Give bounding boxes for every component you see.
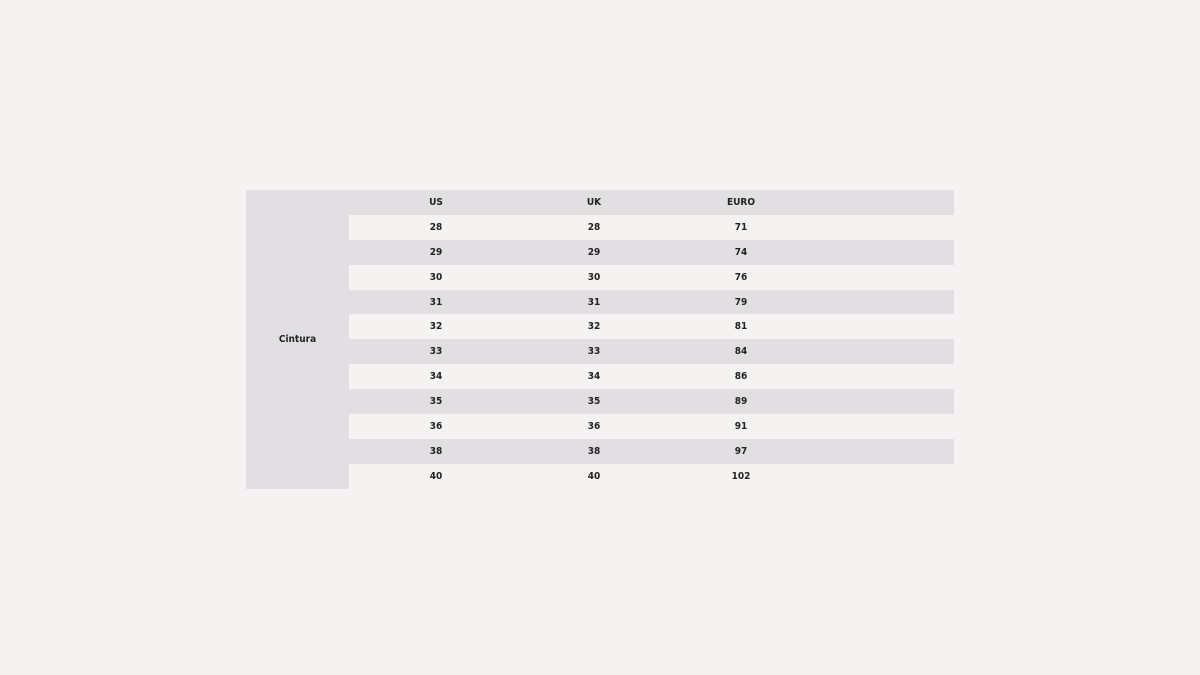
cell-uk: 36 [587,420,601,432]
cell-uk: 33 [587,346,601,358]
cell-uk: 29 [587,246,601,258]
cell-us: 32 [429,321,443,333]
table-row: 35 35 89 [349,389,954,415]
cell-us: 36 [429,420,443,432]
cell-uk: 31 [587,296,601,308]
row-group-label: Cintura [246,190,349,489]
header-row: US UK EURO [349,190,954,215]
table-row: 29 29 74 [349,239,954,265]
cell-euro: 86 [734,371,748,383]
cell-uk: 40 [587,470,601,482]
cell-euro: 84 [734,346,748,358]
cell-euro: 91 [734,420,748,432]
cell-uk: 32 [587,321,601,333]
size-chart-table: Cintura US UK EURO 28 28 71 29 29 74 30 30 76 31 3… [246,190,954,489]
table-row: 30 30 76 [349,264,954,290]
table-row: 36 36 91 [349,414,954,439]
table-row: 38 38 97 [349,438,954,464]
header-uk: UK [586,196,602,208]
cell-us: 29 [429,246,443,258]
cell-euro: 79 [734,296,748,308]
cell-euro: 81 [734,321,748,333]
table-row: 28 28 71 [349,214,954,240]
table-row: 34 34 86 [349,364,954,390]
cell-euro: 71 [734,221,748,233]
cell-us: 30 [429,271,443,283]
cell-euro: 102 [731,470,751,482]
size-grid: US UK EURO 28 28 71 29 29 74 30 30 76 31 31 79 32 32 8… [349,190,954,489]
cell-euro: 89 [734,396,748,408]
table-row: 31 31 79 [349,289,954,315]
header-euro: EURO [726,196,756,208]
table-row: 40 40 102 [349,463,954,489]
cell-us: 33 [429,346,443,358]
header-us: US [429,196,443,208]
cell-us: 40 [429,470,443,482]
cell-euro: 76 [734,271,748,283]
cell-uk: 38 [587,445,601,457]
cell-us: 35 [429,396,443,408]
cell-uk: 35 [587,396,601,408]
cell-euro: 97 [734,445,748,457]
cell-uk: 30 [587,271,601,283]
cell-us: 31 [429,296,443,308]
cell-us: 38 [429,445,443,457]
cell-uk: 28 [587,221,601,233]
table-row: 32 32 81 [349,314,954,340]
cell-euro: 74 [734,246,748,258]
cell-us: 28 [429,221,443,233]
table-row: 33 33 84 [349,339,954,365]
cell-us: 34 [429,371,443,383]
cell-uk: 34 [587,371,601,383]
